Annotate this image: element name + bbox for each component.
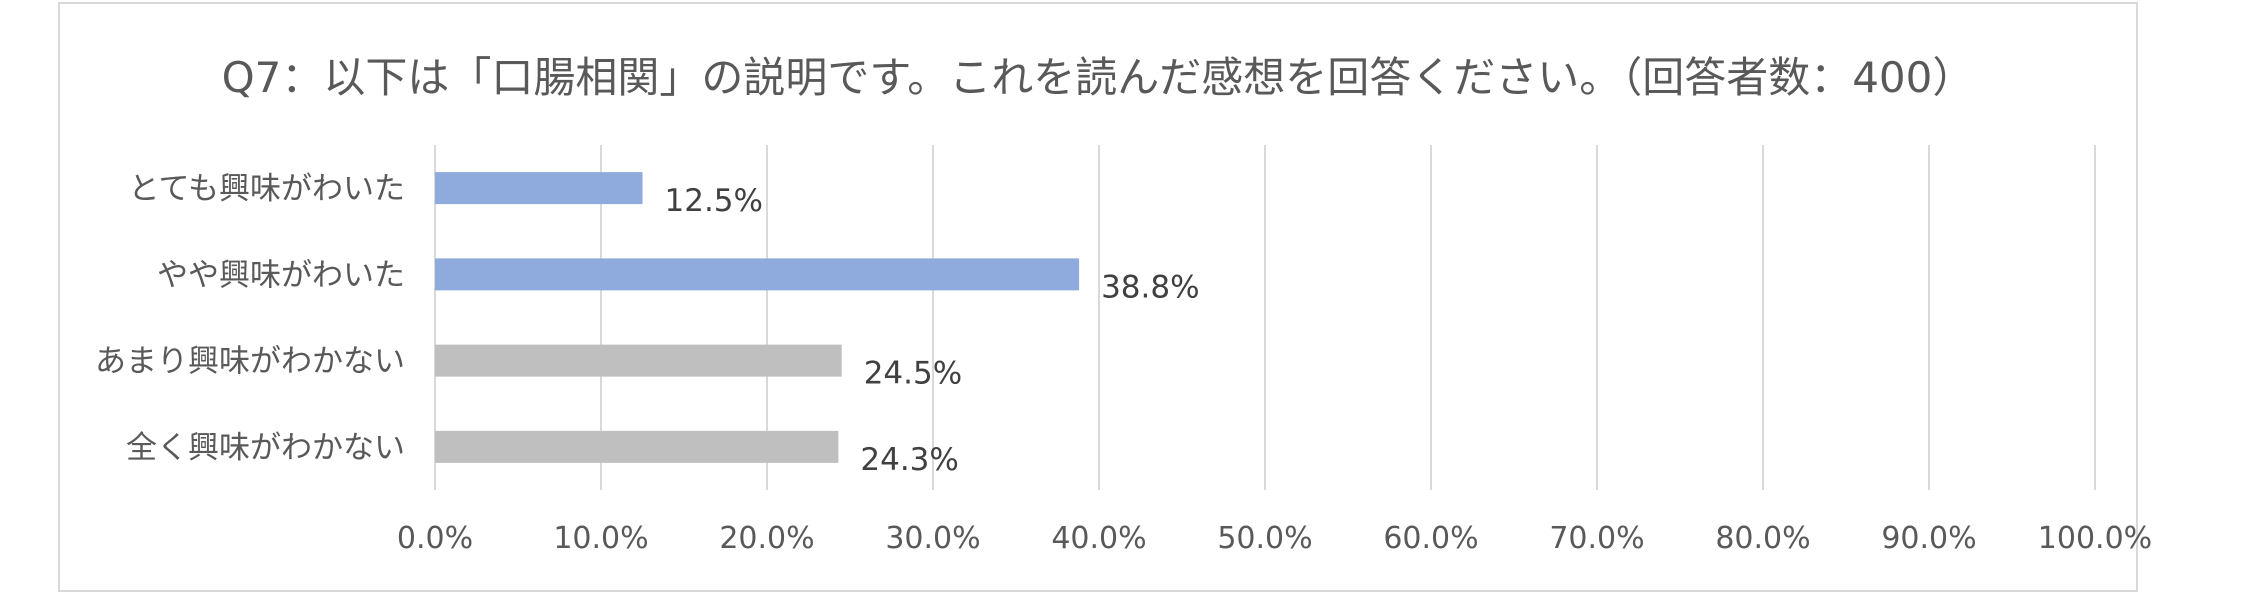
x-tick-label-6: 60.0% — [1383, 521, 1478, 556]
labels: 0.0% 10.0% 20.0% 30.0% 40.0% 50.0% 60.0% 70.0% 8… — [95, 171, 2152, 556]
bar-3 — [435, 430, 839, 463]
x-tick-label-3: 30.0% — [885, 521, 980, 556]
bar-0 — [435, 172, 643, 205]
category-label-1: やや興味がわいた — [157, 257, 405, 293]
data-label-2: 24.5% — [864, 356, 962, 392]
x-tick-label-2: 20.0% — [719, 521, 814, 556]
bar-2 — [435, 344, 842, 377]
x-tick-label-8: 80.0% — [1715, 521, 1810, 556]
x-tick-label-5: 50.0% — [1217, 521, 1312, 556]
x-tick-label-10: 100.0% — [2038, 521, 2152, 556]
bars — [435, 172, 1080, 463]
x-tick-label-4: 40.0% — [1051, 521, 1146, 556]
category-label-0: とても興味がわいた — [128, 171, 405, 207]
category-label-2: あまり興味がわかない — [95, 344, 405, 380]
category-label-3: 全く興味がわかない — [126, 430, 405, 466]
chart-title: Q7：以下は「口腸相関」の説明です。これを読んだ感想を回答ください。（回答者数：… — [221, 53, 1975, 102]
data-label-1: 38.8% — [1101, 269, 1199, 305]
x-tick-label-1: 10.0% — [553, 521, 648, 556]
chart-frame: Q7：以下は「口腸相関」の説明です。これを読んだ感想を回答ください。（回答者数：… — [58, 2, 2138, 592]
x-tick-label-0: 0.0% — [397, 521, 473, 556]
x-tick-label-7: 70.0% — [1549, 521, 1644, 556]
x-tick-label-9: 90.0% — [1881, 521, 1976, 556]
bar-1 — [435, 258, 1080, 291]
data-label-0: 12.5% — [665, 183, 763, 219]
data-label-3: 24.3% — [860, 442, 958, 478]
